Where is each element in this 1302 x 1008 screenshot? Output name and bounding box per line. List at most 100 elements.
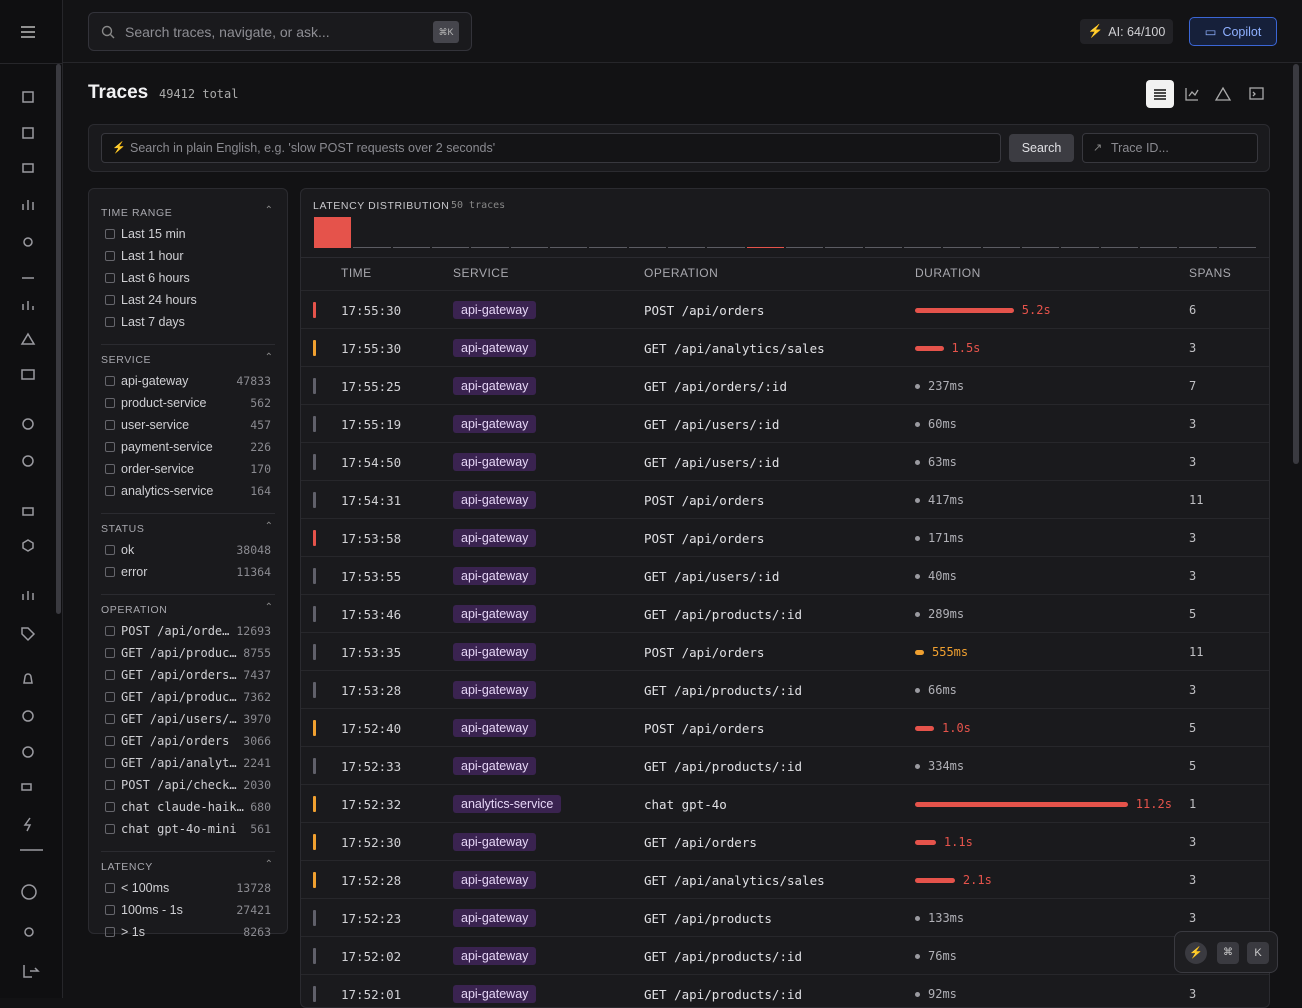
filter-count: 12693 — [236, 624, 271, 638]
view-toggles[interactable] — [1180, 84, 1270, 104]
filter-count: 3066 — [243, 734, 271, 748]
filter-option[interactable]: error 11364 — [105, 561, 271, 583]
filter-option[interactable]: > 1s 8263 — [105, 921, 271, 943]
trace-row[interactable]: 17:54:50 api-gateway GET /api/users/:id 63m… — [301, 442, 1269, 480]
status-indicator — [313, 606, 316, 622]
trace-row[interactable]: 17:52:01 api-gateway GET /api/products/:id… — [301, 974, 1269, 1007]
span-count: 3 — [1189, 455, 1197, 469]
trace-row[interactable]: 17:52:30 api-gateway GET /api/orders 1.1s 3 — [301, 822, 1269, 860]
trace-row[interactable]: 17:55:25 api-gateway GET /api/orders/:id 23… — [301, 366, 1269, 404]
copilot-button[interactable]: ▭ Copilot — [1189, 17, 1277, 46]
filter-option[interactable]: < 100ms 13728 — [105, 877, 271, 899]
trace-row[interactable]: 17:53:55 api-gateway GET /api/users/:id 40m… — [301, 556, 1269, 594]
shortcut-widget[interactable]: ⚡ ⌘ K — [1174, 931, 1278, 973]
filter-option[interactable]: Last 7 days — [105, 311, 271, 333]
collapse-icon: ⌃ — [264, 205, 273, 216]
service-badge: api-gateway — [453, 871, 537, 889]
divider — [101, 594, 275, 595]
trace-row[interactable]: 17:52:33 api-gateway GET /api/products/:id… — [301, 746, 1269, 784]
service-badge: analytics-service — [453, 795, 562, 813]
filter-option[interactable]: POST /api/orde… 12693 — [105, 620, 271, 642]
filter-option[interactable]: api-gateway 47833 — [105, 370, 271, 392]
filter-label: payment-service — [121, 440, 213, 454]
filter-count: 164 — [250, 484, 271, 498]
trace-row[interactable]: 17:55:30 api-gateway POST /api/orders 5.2s 6 — [301, 290, 1269, 328]
duration-bar — [915, 687, 920, 693]
filter-option[interactable]: product-service 562 — [105, 392, 271, 414]
service-badge: api-gateway — [453, 681, 537, 699]
filter-option[interactable]: Last 1 hour — [105, 245, 271, 267]
filter-count: 561 — [250, 822, 271, 836]
histogram-bar — [668, 247, 706, 248]
trace-row[interactable]: 17:54:31 api-gateway POST /api/orders 417ms… — [301, 480, 1269, 518]
duration-bar — [915, 611, 920, 617]
nl-search-input[interactable]: ⚡ Search in plain English, e.g. 'slow PO… — [101, 133, 1001, 163]
trace-row[interactable]: 17:53:58 api-gateway POST /api/orders 171ms… — [301, 518, 1269, 556]
trace-row[interactable]: 17:52:02 api-gateway GET /api/products/:id… — [301, 936, 1269, 974]
filter-option[interactable]: Last 6 hours — [105, 267, 271, 289]
filter-option[interactable]: ok 38048 — [105, 539, 271, 561]
service-badge: api-gateway — [453, 643, 537, 661]
global-search[interactable]: Search traces, navigate, or ask... ⌘K — [88, 12, 472, 51]
trace-row[interactable]: 17:55:30 api-gateway GET /api/analytics/sa… — [301, 328, 1269, 366]
trace-time: 17:54:50 — [341, 454, 402, 470]
filter-option[interactable]: order-service 170 — [105, 458, 271, 480]
filter-option[interactable]: 100ms - 1s 27421 — [105, 899, 271, 921]
cell: 17:52:30 — [341, 823, 401, 861]
search-button[interactable]: Search — [1009, 134, 1074, 162]
duration-bar — [915, 383, 920, 389]
filter-option[interactable]: Last 24 hours — [105, 289, 271, 311]
duration-bar — [915, 839, 936, 845]
scrollbar[interactable] — [1293, 64, 1299, 464]
filter-option[interactable]: payment-service 226 — [105, 436, 271, 458]
trace-row[interactable]: 17:52:28 api-gateway GET /api/analytics/sa… — [301, 860, 1269, 898]
status-indicator — [313, 492, 316, 508]
list-view-button[interactable] — [1146, 80, 1174, 108]
operation: GET /api/users/:id — [644, 454, 780, 470]
duration-label: 237ms — [928, 379, 965, 393]
nav-icons[interactable] — [0, 80, 63, 1000]
trace-row[interactable]: 17:53:46 api-gateway GET /api/products/:id… — [301, 594, 1269, 632]
cell: 11 — [1189, 633, 1203, 671]
trace-id-input[interactable]: ↗ Trace ID... — [1082, 133, 1258, 163]
menu-icon[interactable] — [20, 24, 36, 40]
filter-option[interactable]: GET /api/orders 3066 — [105, 730, 271, 752]
trace-row[interactable]: 17:53:35 api-gateway POST /api/orders 555ms… — [301, 632, 1269, 670]
trace-row[interactable]: 17:52:40 api-gateway POST /api/orders 1.0s 5 — [301, 708, 1269, 746]
trace-row[interactable]: 17:53:28 api-gateway GET /api/products/:id… — [301, 670, 1269, 708]
collapse-icon: ⌃ — [264, 521, 273, 532]
cell: 60ms — [915, 405, 957, 443]
filter-option[interactable]: POST /api/check… 2030 — [105, 774, 271, 796]
filter-option[interactable]: chat gpt-4o-mini 561 — [105, 818, 271, 840]
span-count: 11 — [1189, 645, 1204, 659]
duration-label: 417ms — [928, 493, 965, 507]
trace-row[interactable]: 17:52:23 api-gateway GET /api/products 133m… — [301, 898, 1269, 936]
cell: 1.5s — [915, 329, 980, 367]
filter-option[interactable]: chat claude-haik… 680 — [105, 796, 271, 818]
filter-option[interactable]: GET /api/analyt… 2241 — [105, 752, 271, 774]
k-key: K — [1247, 942, 1269, 964]
filter-count: 47833 — [236, 374, 271, 388]
filter-option[interactable]: GET /api/produc… 8755 — [105, 642, 271, 664]
duration-bar — [915, 953, 920, 959]
filter-option[interactable]: analytics-service 164 — [105, 480, 271, 502]
histogram-subtitle: 50 traces — [451, 200, 506, 211]
cell: 5 — [1189, 709, 1196, 747]
filter-label: error — [121, 565, 148, 579]
trace-row[interactable]: 17:52:32 analytics-service chat gpt-4o 11.2… — [301, 784, 1269, 822]
cell: 40ms — [915, 557, 957, 595]
cell: POST /api/orders — [644, 291, 764, 329]
filter-option[interactable]: user-service 457 — [105, 414, 271, 436]
duration-bar — [915, 497, 920, 503]
filter-option[interactable]: GET /api/users/… 3970 — [105, 708, 271, 730]
checkbox — [105, 273, 115, 283]
cell: 17:52:33 — [341, 747, 401, 785]
scrollbar[interactable] — [56, 64, 61, 614]
filter-option[interactable]: GET /api/produc… 7362 — [105, 686, 271, 708]
collapse-icon: ⌃ — [264, 859, 273, 870]
duration-bar — [915, 345, 944, 351]
trace-row[interactable]: 17:55:19 api-gateway GET /api/users/:id 60m… — [301, 404, 1269, 442]
filter-option[interactable]: GET /api/orders… 7437 — [105, 664, 271, 686]
cell: 237ms — [915, 367, 964, 405]
filter-option[interactable]: Last 15 min — [105, 223, 271, 245]
